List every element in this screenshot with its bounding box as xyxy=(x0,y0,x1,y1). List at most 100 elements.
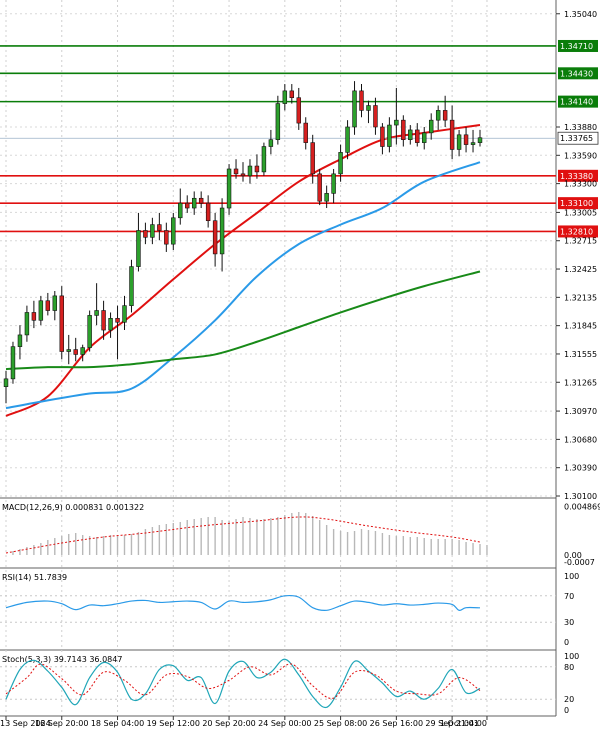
time-tick-label: 20 Sep 20:00 xyxy=(202,719,255,728)
candle xyxy=(73,337,78,362)
candle-body xyxy=(108,318,113,331)
candle-body xyxy=(268,139,274,147)
candle xyxy=(94,283,99,326)
candle-body xyxy=(143,230,148,238)
stoch-tick-label: 80 xyxy=(564,663,574,672)
rsi-panel: RSI(14) 51.7839 100 70 30 0 xyxy=(0,572,579,647)
candle xyxy=(373,97,378,135)
candle-body xyxy=(282,90,288,104)
candle-body xyxy=(331,173,336,194)
candle-body xyxy=(408,129,413,140)
candle-body xyxy=(275,103,281,140)
rsi-tick-label: 100 xyxy=(564,572,579,581)
macd-tick-label: 0.004869 xyxy=(564,502,600,511)
macd-tick-label: -0.0007 xyxy=(564,558,595,567)
candle xyxy=(415,123,420,147)
candle xyxy=(401,115,406,147)
candle-body xyxy=(191,197,197,209)
ma-green-line xyxy=(5,270,481,371)
candle xyxy=(435,105,441,130)
candle xyxy=(428,113,434,140)
rsi-line xyxy=(5,594,481,611)
candle xyxy=(157,212,162,241)
time-tick-label: 29 Sep 21:01 xyxy=(425,719,478,728)
price-tick-label: 1.33880 xyxy=(564,123,597,132)
level-label-box xyxy=(558,225,598,238)
candle xyxy=(198,191,204,209)
stoch-tick-label: 100 xyxy=(564,652,579,661)
candle-body xyxy=(178,202,183,219)
candle xyxy=(268,129,274,155)
price-tick-label: 1.30100 xyxy=(564,492,597,501)
time-tick-label: 13 Sep 2024 xyxy=(0,719,51,728)
candle-body xyxy=(66,349,71,352)
price-tick-label: 1.35040 xyxy=(564,10,597,19)
stoch-tick-label: 0 xyxy=(564,706,569,715)
level-label-box xyxy=(558,67,598,80)
candle-body xyxy=(198,197,204,204)
candle xyxy=(422,127,427,150)
current-price-box xyxy=(557,131,599,145)
candle-body xyxy=(94,310,99,316)
macd-panel: MACD(12,26,9) 0.000831 0.001322 0.004869 0… xyxy=(2,502,600,567)
candle-body xyxy=(415,129,420,143)
candle xyxy=(463,127,469,153)
candle-body xyxy=(247,165,253,177)
price-axis: 1.35040 1.33880 1.33590 1.33300 1.33005 1.327… xyxy=(556,10,599,501)
candle-body xyxy=(477,137,483,143)
candle xyxy=(477,129,483,147)
candle xyxy=(442,95,448,127)
candle-body xyxy=(240,173,246,177)
candle-body xyxy=(233,168,239,175)
price-tick-label: 1.30680 xyxy=(564,435,597,444)
candle-body xyxy=(338,152,343,175)
ma-blue-line xyxy=(5,161,481,410)
rsi-tick-label: 30 xyxy=(564,618,574,627)
candle-body xyxy=(310,142,315,175)
candle-body xyxy=(261,146,267,173)
rsi-tick-label: 0 xyxy=(564,638,569,647)
candle xyxy=(212,212,218,267)
candle-body xyxy=(136,230,141,267)
time-tick-label: 25 Sep 08:00 xyxy=(314,719,367,728)
macd-label: MACD(12,26,9) 0.000831 0.001322 xyxy=(2,503,144,512)
candle-body xyxy=(254,165,260,173)
time-tick-label: 18 Sep 04:00 xyxy=(91,719,144,728)
level-label: 1.33100 xyxy=(560,199,593,208)
price-tick-label: 1.30390 xyxy=(564,464,597,473)
candle xyxy=(366,100,371,124)
candle xyxy=(352,81,357,135)
candle-body xyxy=(38,300,44,321)
candle xyxy=(254,154,260,179)
price-tick-label: 1.32425 xyxy=(564,265,597,274)
candle xyxy=(289,84,295,104)
rsi-tick-label: 70 xyxy=(564,592,574,601)
candle-body xyxy=(101,310,106,331)
candle xyxy=(191,191,197,215)
candle-body xyxy=(345,126,350,153)
candle xyxy=(247,159,253,184)
candle xyxy=(122,295,127,331)
candle-body xyxy=(366,105,371,111)
candle-body xyxy=(205,202,211,222)
candle-body xyxy=(226,168,232,209)
candle-body xyxy=(129,266,134,306)
candle-body xyxy=(150,224,155,238)
candle-body xyxy=(289,90,295,99)
candle xyxy=(87,310,92,352)
price-tick-label: 1.32715 xyxy=(564,237,597,246)
candle-body xyxy=(394,119,399,126)
candle xyxy=(338,144,343,182)
candle-body xyxy=(3,378,9,387)
candle xyxy=(317,168,322,206)
price-tick-label: 1.33300 xyxy=(564,180,597,189)
candle xyxy=(10,341,16,384)
level-label: 1.34710 xyxy=(560,42,593,51)
candle xyxy=(296,87,301,130)
price-tick-label: 1.31845 xyxy=(564,322,597,331)
candle xyxy=(80,344,85,362)
candle xyxy=(233,159,239,179)
candle-body xyxy=(359,90,364,111)
candle xyxy=(380,123,385,155)
